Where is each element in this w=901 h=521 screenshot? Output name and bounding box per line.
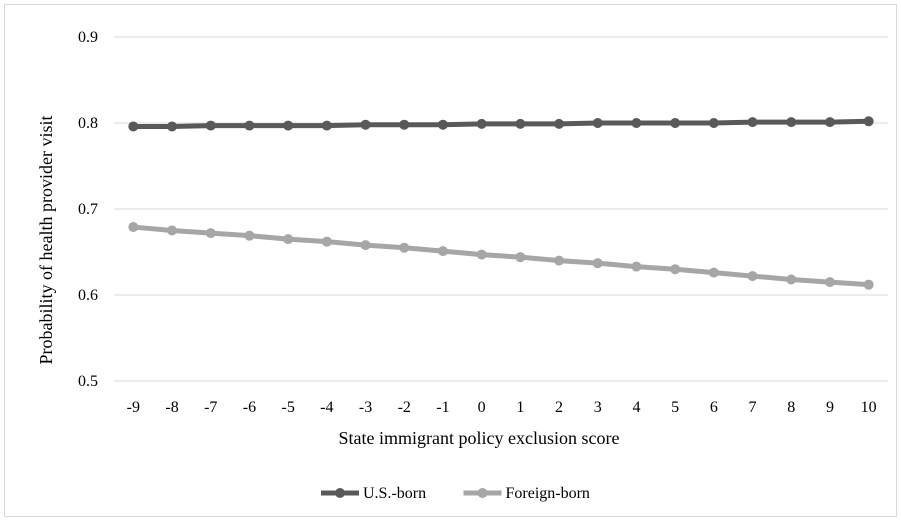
legend-label: U.S.-born [363,485,426,502]
data-point [863,116,874,127]
x-tick-label: 2 [555,399,563,416]
legend-label: Foreign-born [506,485,590,502]
x-tick-label: -8 [165,399,178,416]
data-point [786,274,797,285]
data-point [205,228,216,239]
y-axis-label: Probability of health provider visit [36,116,56,365]
data-point [244,230,255,241]
data-point [708,118,719,128]
x-tick-label: -3 [359,399,372,416]
data-point [360,240,371,251]
x-tick-label: 9 [826,399,834,416]
legend-item: Foreign-born [463,485,590,502]
y-tick-label: 0.8 [78,115,98,132]
legend-swatch-marker [335,488,345,498]
data-point [399,242,410,253]
data-point [592,258,603,269]
x-tick-label: -5 [281,399,294,416]
x-tick-label: 5 [671,399,679,416]
legend-item: U.S.-born [321,485,426,502]
data-point [863,279,874,290]
data-point [824,277,835,288]
data-point [824,117,835,128]
y-tick-label: 0.7 [78,201,98,218]
data-point [786,117,797,128]
series-line [133,118,869,129]
data-point [167,121,178,132]
data-point [283,234,294,245]
x-tick-label: 7 [749,399,757,416]
data-point [321,236,332,247]
data-point [128,222,139,233]
x-tick-label: 0 [478,399,486,416]
x-tick-label: -7 [204,399,217,416]
x-tick-label: -2 [398,399,411,416]
legend: U.S.-born Foreign-born [321,485,590,502]
data-point [360,119,371,130]
y-axis-ticks: 0.5 0.6 0.7 0.8 0.9 [78,29,98,390]
x-axis-label: State immigrant policy exclusion score [339,428,620,448]
data-point [283,120,294,131]
x-tick-label: 6 [710,399,718,416]
x-tick-label: 4 [632,399,640,416]
data-point [476,249,487,260]
data-point [747,271,758,282]
data-point [592,118,603,128]
data-point [437,119,448,130]
data-point [631,261,642,272]
data-point [670,118,681,128]
y-tick-label: 0.5 [78,373,98,390]
data-point [476,118,487,129]
series-line [133,224,869,288]
data-point [747,117,758,128]
series-u-s-born [128,116,874,132]
legend-swatch-marker [477,488,488,498]
y-tick-label: 0.9 [78,29,98,46]
gridlines [114,36,888,382]
x-tick-label: 3 [594,399,602,416]
x-tick-label: 8 [787,399,795,416]
series-lines [128,116,874,290]
chart-frame [4,4,897,517]
data-point [205,120,216,131]
data-point [321,120,332,131]
data-point [631,118,642,128]
x-tick-label: 10 [861,399,877,416]
data-point [128,121,139,132]
x-tick-label: -4 [320,399,333,416]
x-tick-label: -1 [436,399,449,416]
data-point [437,246,448,257]
data-point [167,225,178,236]
x-tick-label: 1 [516,399,524,416]
data-point [554,255,565,266]
x-tick-label: -9 [127,399,140,416]
data-point [670,264,681,275]
data-point [515,252,526,263]
data-point [708,267,719,278]
series-foreign-born [128,222,874,290]
data-point [399,119,410,130]
x-axis-ticks: -9 -8 -7 -6 -5 -4 -3 -2 -1 0 1 2 3 4 5 6 7 8 9 10 [127,399,877,416]
y-tick-label: 0.6 [78,287,98,304]
data-point [244,120,255,131]
data-point [515,118,526,129]
x-tick-label: -6 [243,399,256,416]
data-point [554,118,565,129]
